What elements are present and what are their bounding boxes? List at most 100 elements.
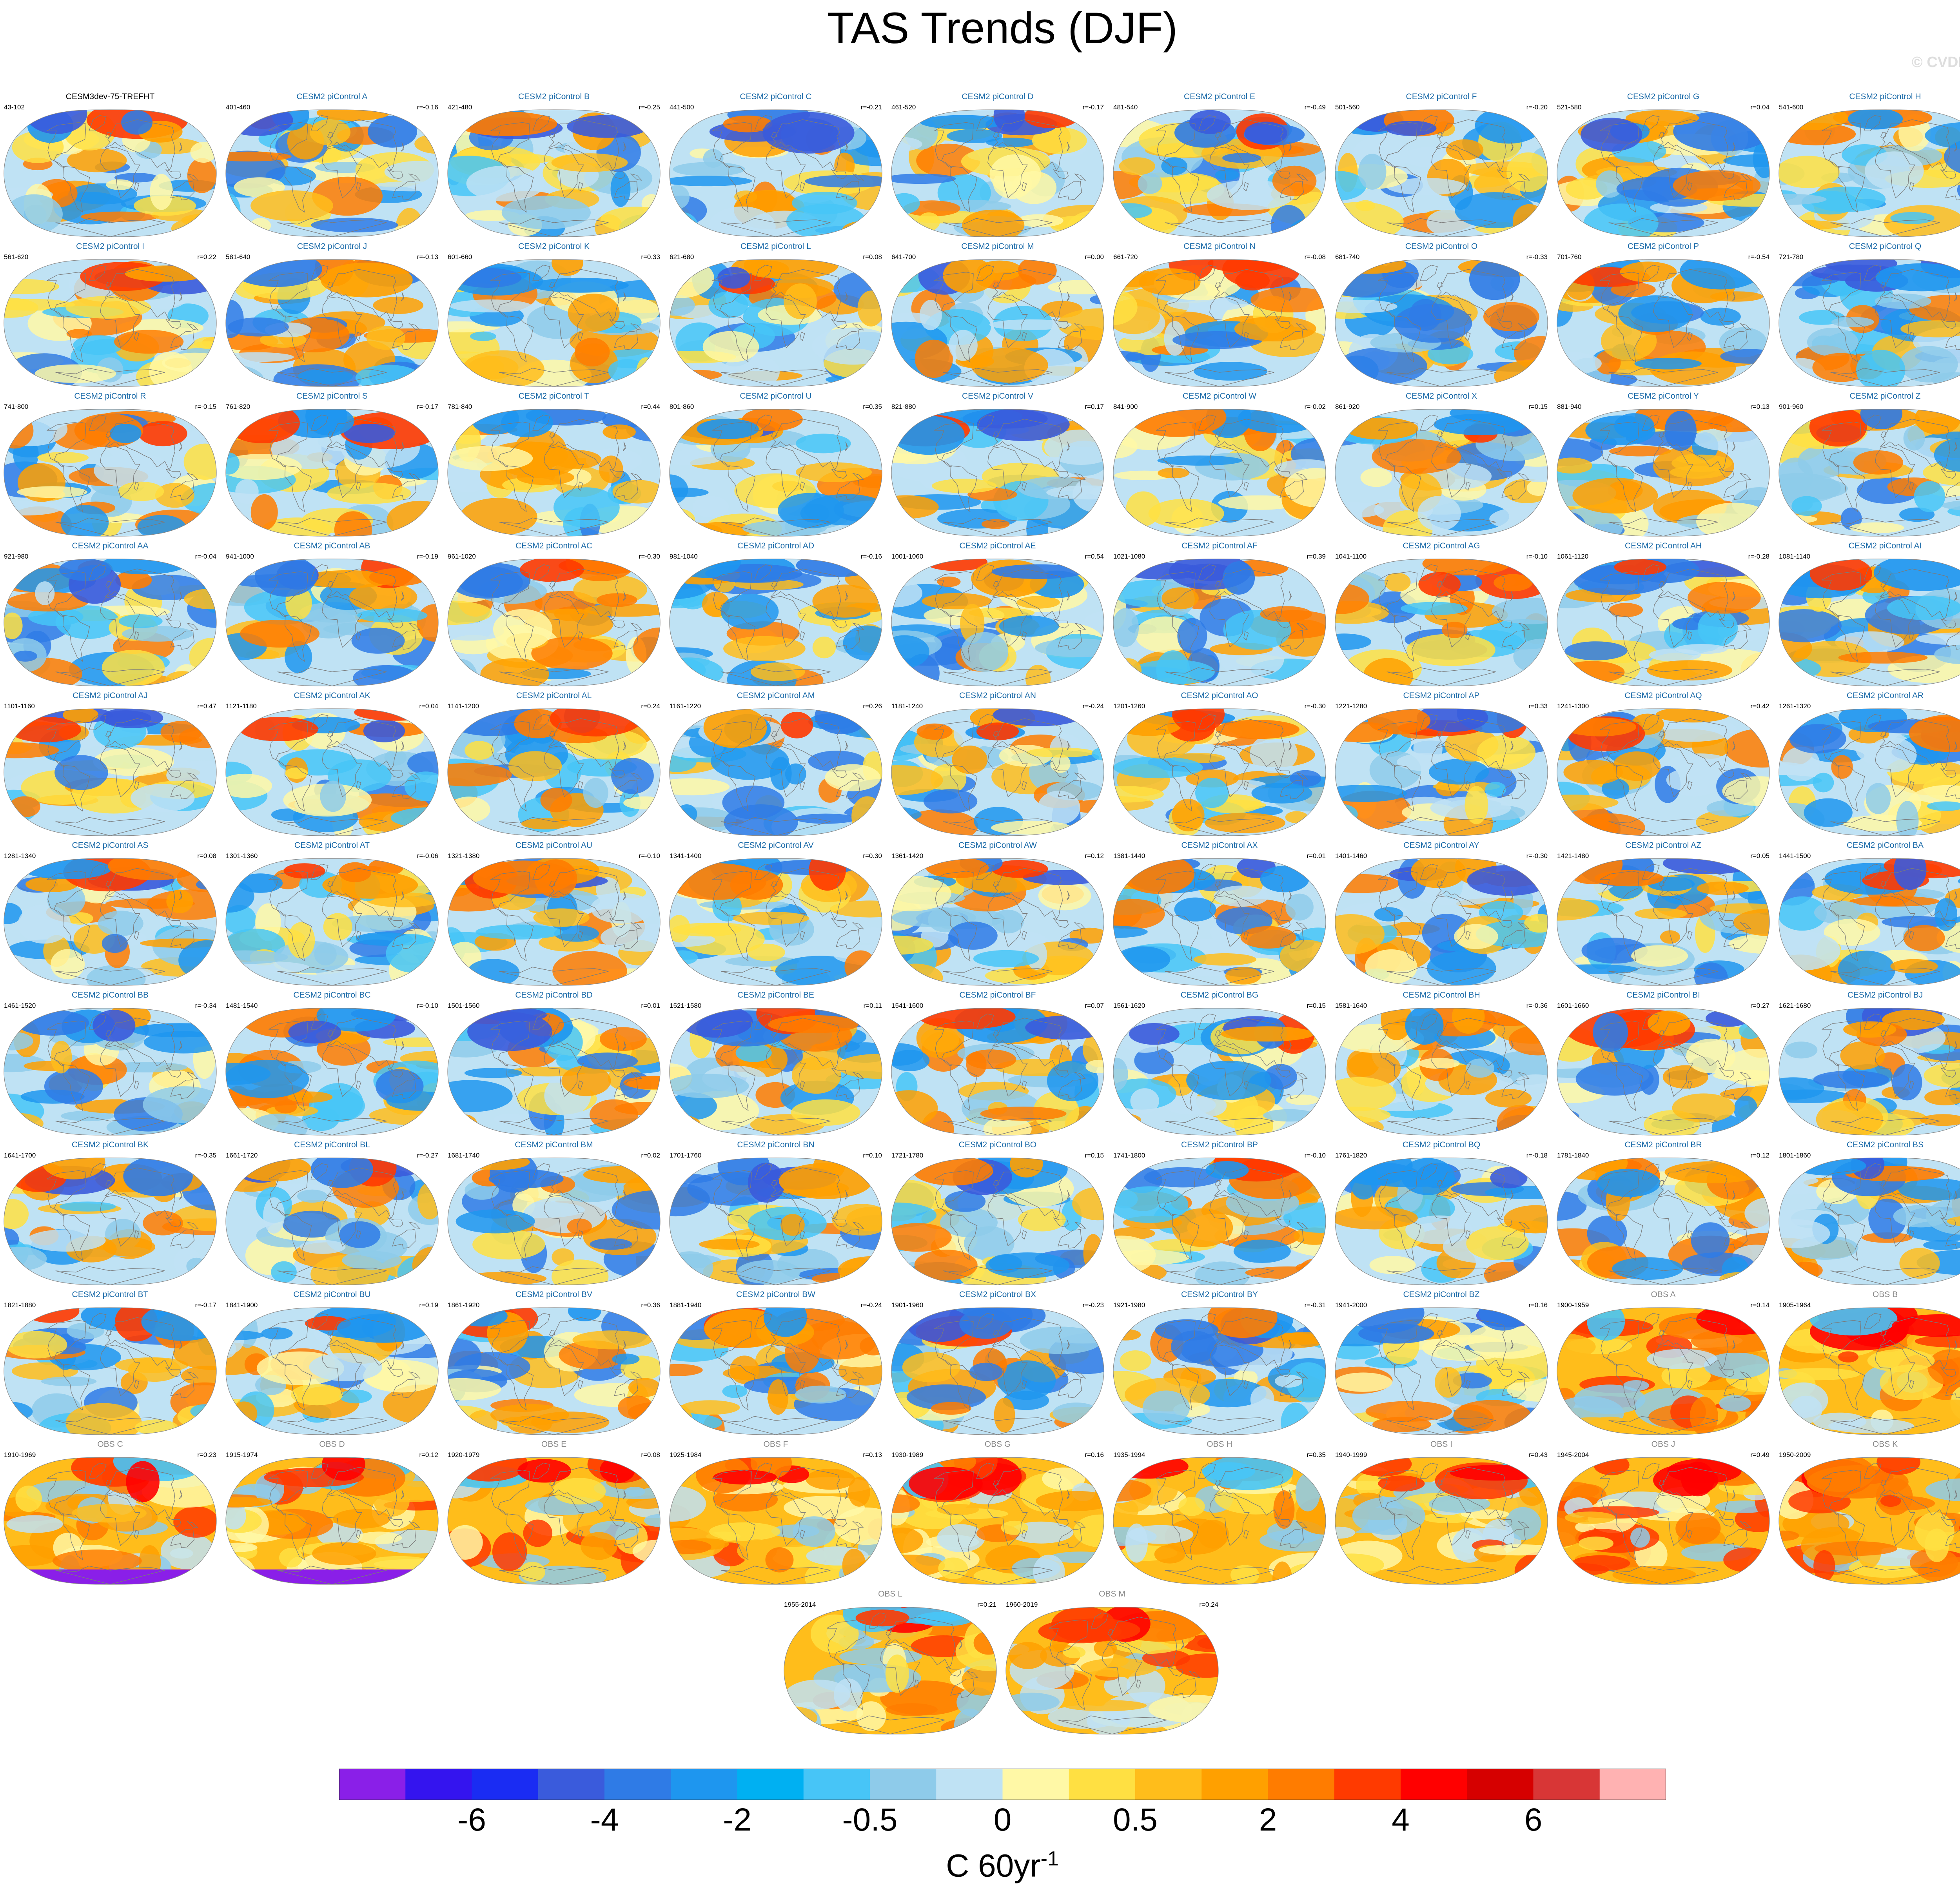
coastline bbox=[609, 768, 625, 778]
coastline bbox=[499, 1266, 609, 1285]
map-plot bbox=[225, 259, 439, 387]
coastline bbox=[1431, 1045, 1472, 1097]
coastline bbox=[1465, 1080, 1471, 1090]
arctic-signal bbox=[926, 858, 989, 878]
arctic-signal bbox=[991, 860, 1048, 878]
coastline bbox=[1156, 871, 1196, 917]
map-panel: CESM2 piControl AP 1221-1280 r=0.33 bbox=[1333, 691, 1550, 836]
map-border bbox=[1335, 259, 1548, 387]
field-blob bbox=[226, 1419, 263, 1435]
field-blob bbox=[610, 171, 631, 207]
field-blob bbox=[1634, 358, 1702, 370]
field-blob bbox=[1032, 127, 1087, 154]
field-blob bbox=[60, 505, 109, 536]
coastline bbox=[987, 895, 1028, 947]
coastline bbox=[976, 265, 994, 281]
coastline bbox=[532, 864, 550, 880]
panel-years: 1481-1540 bbox=[226, 1002, 258, 1009]
coastline bbox=[356, 481, 361, 491]
coastline bbox=[63, 1214, 90, 1261]
field-blob bbox=[228, 317, 289, 337]
map-panel: CESM2 piControl AU 1321-1380 r=-0.10 bbox=[445, 840, 662, 986]
field-blob bbox=[1335, 1206, 1418, 1230]
field-blob bbox=[1283, 1202, 1326, 1233]
trend-field bbox=[448, 559, 660, 686]
field-blob bbox=[1085, 1060, 1104, 1073]
map-border bbox=[1779, 1008, 1960, 1136]
coastline bbox=[100, 296, 140, 348]
panel-title: CESM2 piControl AF bbox=[1181, 541, 1258, 550]
coastline bbox=[1880, 1030, 1886, 1037]
coastline bbox=[1718, 319, 1735, 329]
panel-correlation: r=-0.25 bbox=[639, 103, 660, 111]
panel-correlation: r=0.01 bbox=[641, 1002, 660, 1009]
coastline bbox=[766, 446, 806, 498]
field-blob bbox=[35, 581, 55, 605]
field-blob bbox=[297, 1189, 328, 1203]
map-plot bbox=[225, 1158, 439, 1285]
panel-title: OBS C bbox=[97, 1440, 123, 1449]
coastline bbox=[1058, 630, 1082, 650]
coastline bbox=[170, 1228, 195, 1249]
panel-title: CESM2 piControl I bbox=[76, 242, 144, 251]
coastline bbox=[1517, 622, 1530, 630]
field-blob bbox=[670, 176, 752, 187]
panel-years: 881-940 bbox=[1557, 403, 1582, 410]
field-blob bbox=[332, 915, 414, 932]
map-panel: CESM2 piControl BB 1461-1520 r=-0.34 bbox=[2, 990, 219, 1136]
coastline bbox=[712, 571, 752, 617]
coastline bbox=[1156, 1170, 1196, 1216]
coastline bbox=[1165, 667, 1274, 686]
coastline bbox=[1739, 323, 1752, 330]
coastline bbox=[1058, 1079, 1082, 1099]
coastline bbox=[852, 323, 864, 330]
field-blob bbox=[271, 1261, 297, 1283]
field-blob bbox=[291, 1384, 343, 1406]
map-border bbox=[1335, 409, 1548, 537]
map-panel: OBS E 1920-1979 r=0.08 bbox=[445, 1439, 662, 1585]
panel-years: 1101-1160 bbox=[4, 702, 35, 710]
map-panel: CESM2 piControl BG 1561-1620 r=0.15 bbox=[1111, 990, 1328, 1136]
panel-correlation: r=-0.10 bbox=[417, 1002, 438, 1009]
coastline bbox=[1838, 765, 1865, 812]
coastline bbox=[1723, 1079, 1748, 1099]
coastline bbox=[1822, 421, 1861, 468]
trend-field bbox=[670, 1008, 882, 1135]
field-blob bbox=[1047, 280, 1104, 294]
field-blob bbox=[173, 1506, 216, 1538]
arctic-signal bbox=[1915, 409, 1960, 435]
field-blob bbox=[226, 1556, 256, 1584]
coastline bbox=[993, 581, 999, 588]
map-border bbox=[225, 1008, 439, 1136]
trend-field bbox=[891, 709, 1104, 836]
coastline bbox=[1653, 296, 1693, 348]
coastline bbox=[327, 269, 397, 321]
coastline bbox=[269, 272, 308, 318]
coastline bbox=[1074, 323, 1086, 330]
coastline bbox=[1838, 316, 1865, 363]
coastline bbox=[721, 368, 831, 386]
arctic-signal bbox=[320, 262, 413, 298]
trend-field bbox=[1335, 1158, 1548, 1285]
coastline bbox=[831, 618, 847, 629]
arctic-signal bbox=[1848, 110, 1903, 130]
panel-years: 1041-1100 bbox=[1335, 553, 1367, 560]
field-blob bbox=[531, 1412, 610, 1433]
coastline bbox=[1864, 115, 1882, 131]
field-blob bbox=[466, 165, 544, 201]
coastline bbox=[1875, 1045, 1915, 1097]
panel-title: CESM2 piControl T bbox=[518, 392, 590, 401]
coastline bbox=[1510, 591, 1514, 601]
coastline bbox=[1880, 281, 1886, 288]
coastline bbox=[934, 1170, 974, 1216]
field-blob bbox=[250, 218, 271, 233]
map-border bbox=[1779, 409, 1960, 537]
panel-years: 43-102 bbox=[4, 103, 25, 111]
field-blob bbox=[825, 764, 881, 791]
coastline bbox=[1822, 272, 1861, 318]
field-blob bbox=[1941, 500, 1960, 511]
field-blob bbox=[1016, 214, 1063, 227]
field-blob bbox=[1299, 927, 1326, 943]
coastline bbox=[532, 564, 550, 581]
